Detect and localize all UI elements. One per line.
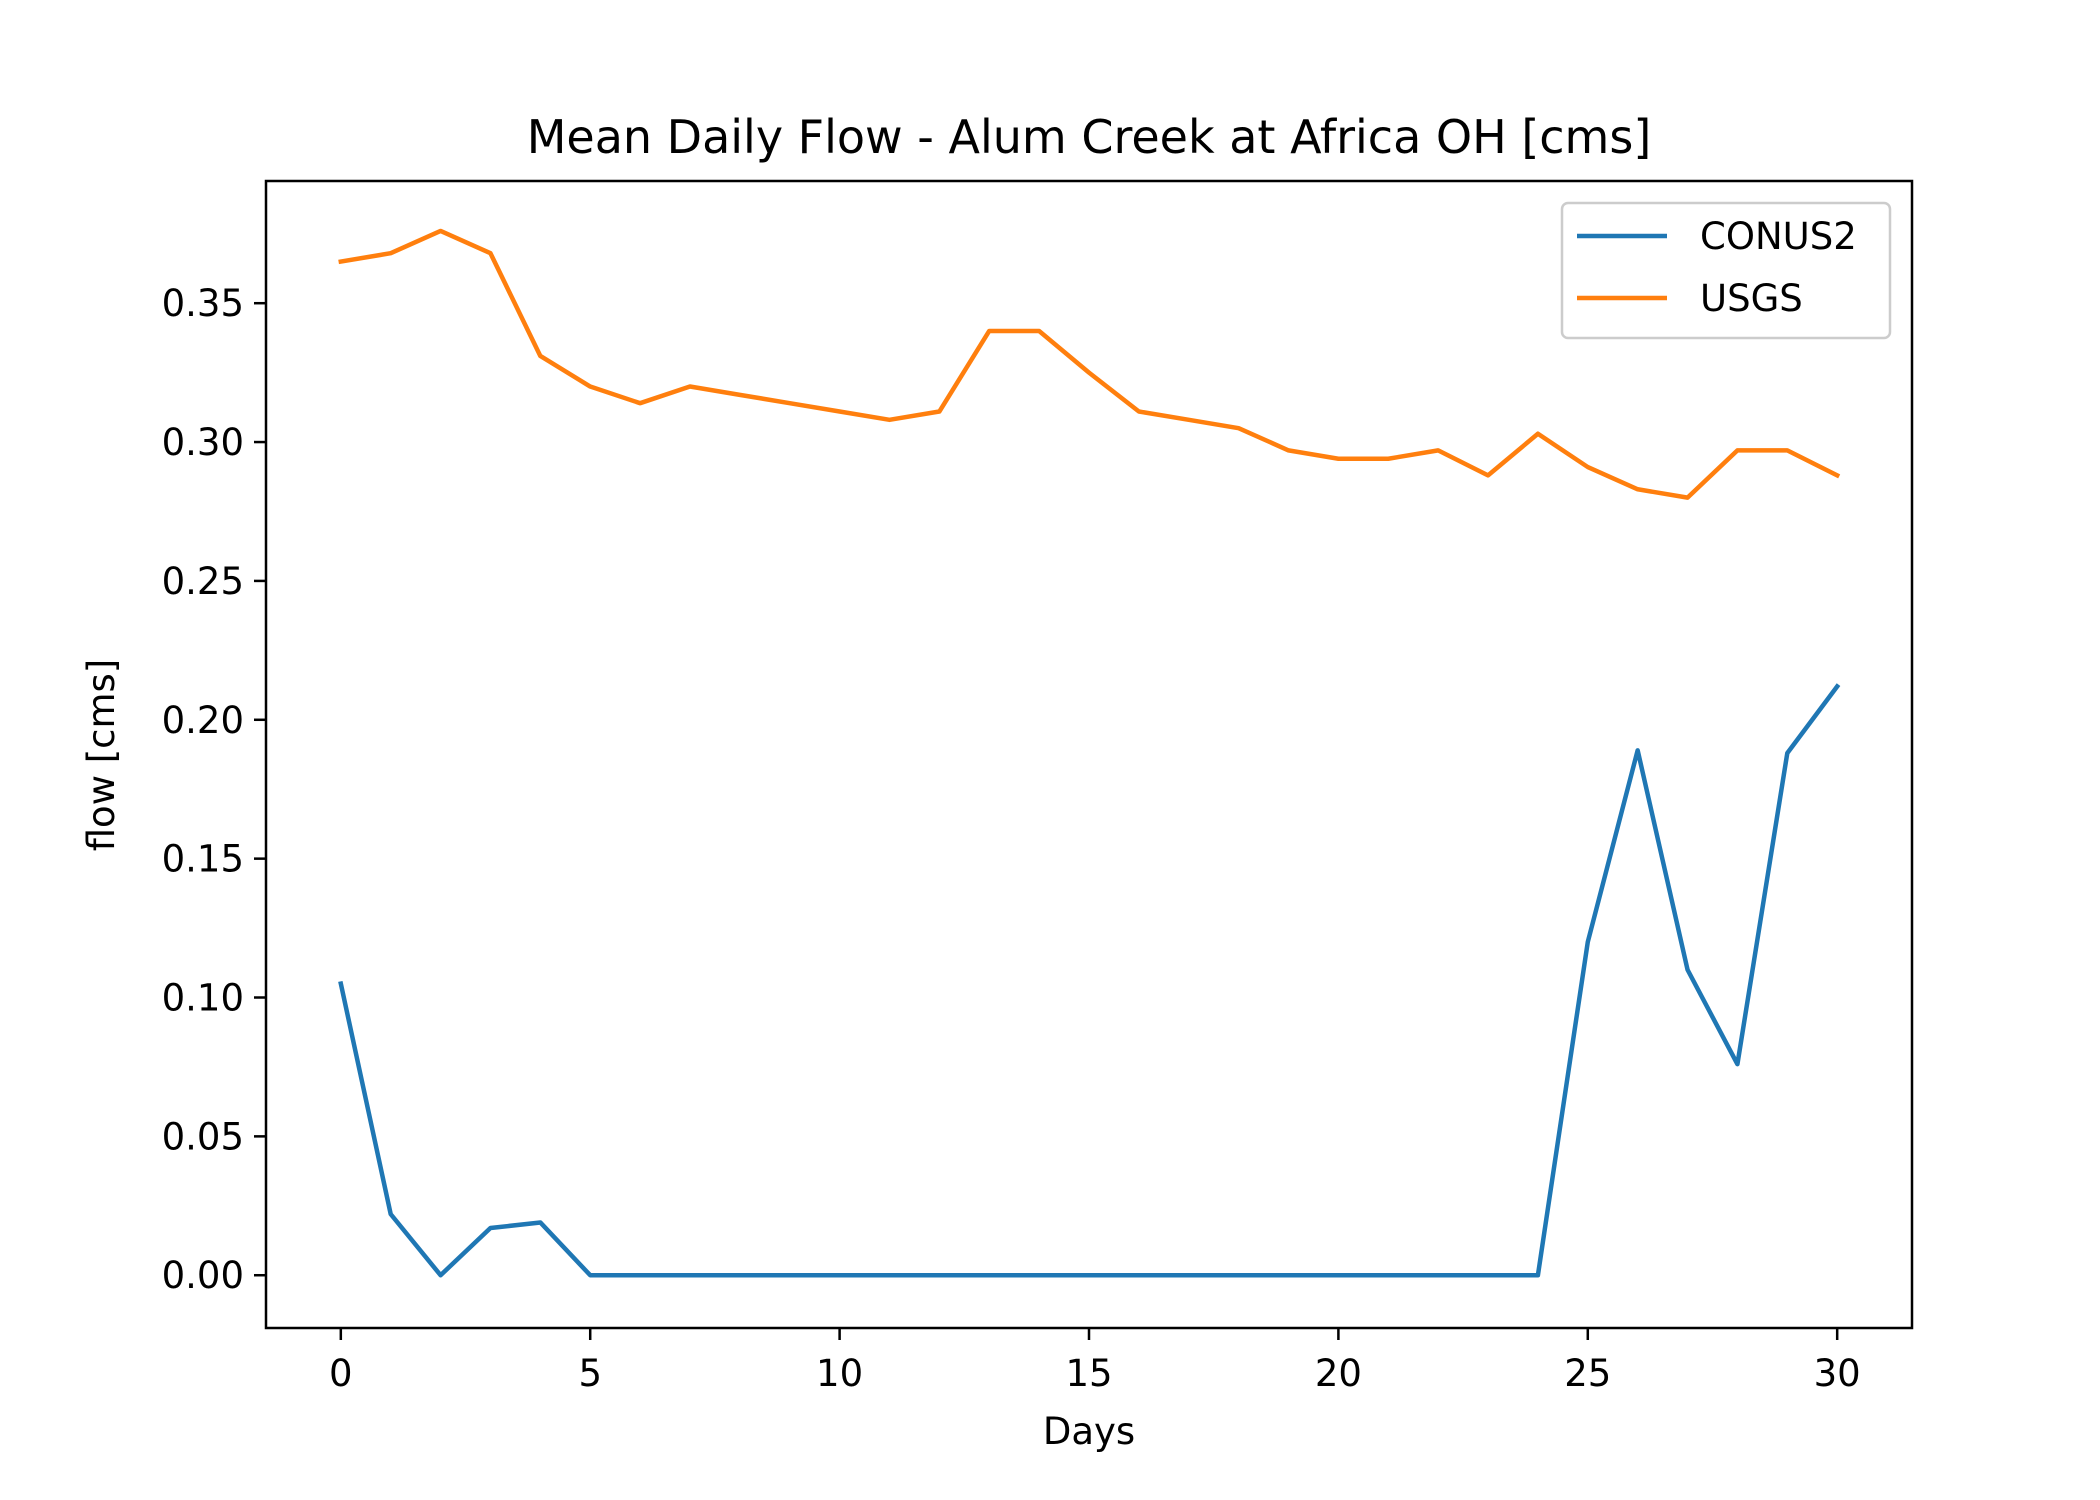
y-tick-label: 0.05 bbox=[162, 1115, 244, 1158]
plot-area-frame bbox=[264, 179, 1914, 1330]
x-axis-ticks: 0 5 10 15 20 25 30 bbox=[329, 1328, 1861, 1395]
x-tick-label: 15 bbox=[1065, 1352, 1112, 1395]
series-line-usgs bbox=[338, 228, 1841, 500]
y-tick-label: 0.00 bbox=[162, 1254, 244, 1297]
y-tick-label: 0.15 bbox=[162, 838, 244, 881]
x-tick-label: 0 bbox=[329, 1352, 353, 1395]
y-axis-ticks: 0.00 0.05 0.10 0.15 0.20 0.25 0.30 0.35 bbox=[162, 282, 266, 1297]
y-tick-label: 0.30 bbox=[162, 421, 244, 464]
x-tick-label: 20 bbox=[1315, 1352, 1362, 1395]
x-tick-label: 25 bbox=[1564, 1352, 1611, 1395]
x-axis-label: Days bbox=[1043, 1410, 1135, 1453]
x-tick-label: 5 bbox=[578, 1352, 602, 1395]
legend-label-usgs: USGS bbox=[1700, 277, 1803, 320]
legend: CONUS2 USGS bbox=[1560, 201, 1892, 340]
x-tick-label: 10 bbox=[816, 1352, 863, 1395]
chart-title: Mean Daily Flow - Alum Creek at Africa O… bbox=[527, 110, 1652, 164]
y-axis-label: flow [cms] bbox=[80, 659, 123, 852]
x-tick-label: 30 bbox=[1814, 1352, 1861, 1395]
series-lines bbox=[338, 228, 1841, 1278]
y-tick-label: 0.35 bbox=[162, 282, 244, 325]
series-line-conus2 bbox=[338, 683, 1841, 1278]
legend-label-conus2: CONUS2 bbox=[1700, 215, 1857, 258]
y-tick-label: 0.10 bbox=[162, 977, 244, 1020]
y-tick-label: 0.20 bbox=[162, 699, 244, 742]
y-tick-label: 0.25 bbox=[162, 560, 244, 603]
